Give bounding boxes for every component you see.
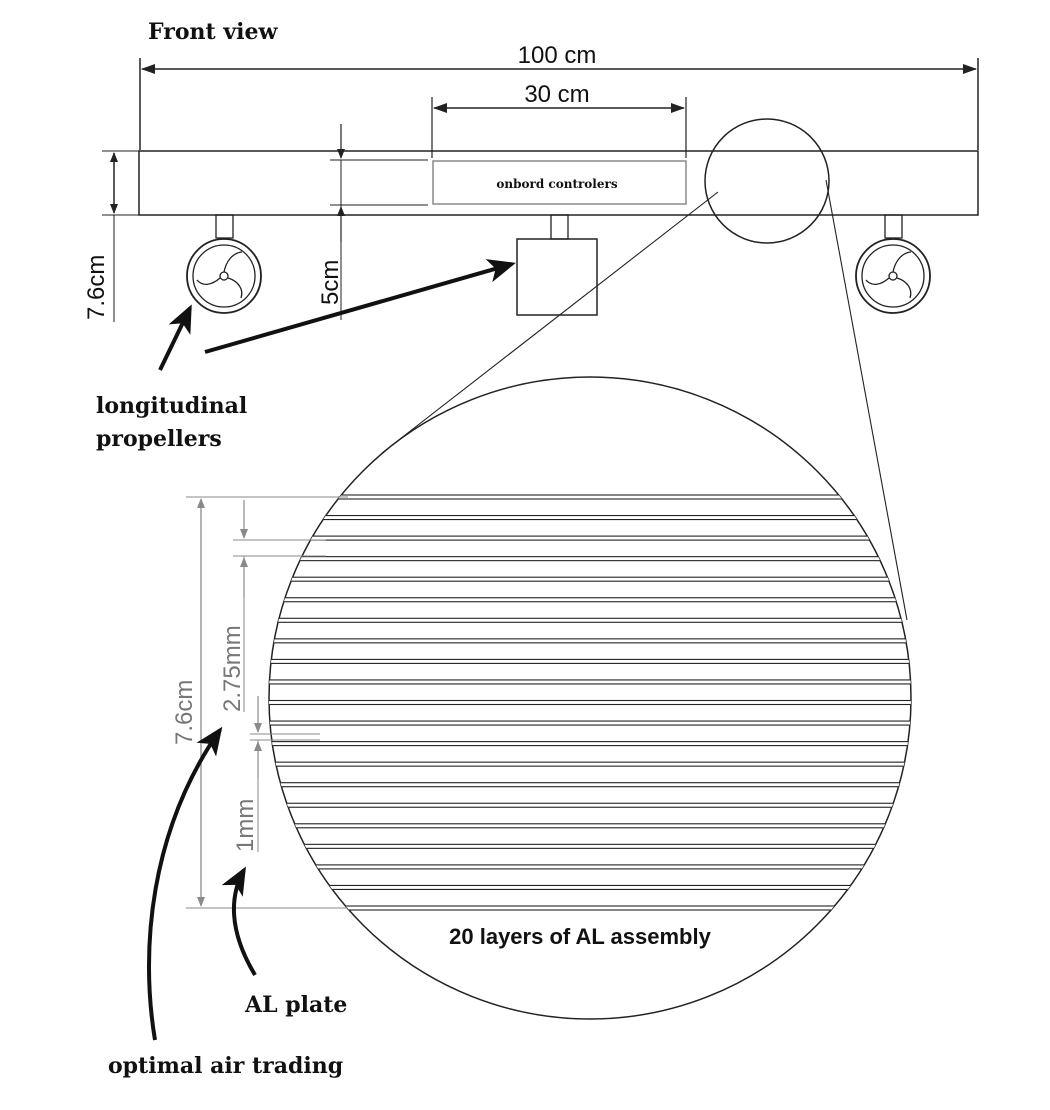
al-plate-layer [269,494,911,500]
al-plate-layer [269,905,911,911]
beam-height-label: 7.6cm [83,255,110,320]
propeller-center-icon [516,214,598,316]
al-plate-layer [269,658,911,664]
detail-dimension-gap: 2.75mm [219,500,326,712]
propellers-label-line2: propellers [96,426,222,452]
diagram-title: Front view [148,19,278,45]
onboard-controllers-box: onbord controlers [432,160,687,205]
al-plate-layer [269,576,911,582]
al-plate-layer [269,679,911,685]
al-plate-layer [269,720,911,726]
al-plate-layer [269,761,911,767]
bottom-callout-arrows [146,726,257,1041]
al-plate-layer [269,556,911,562]
al-plate-layer [269,823,911,829]
al-plate-layer [269,864,911,870]
dimension-total-length: 100 cm [139,42,979,150]
propeller-left-icon [186,214,262,314]
al-plate-label: AL plate [244,992,347,1018]
dimension-beam-height: 7.6cm [83,150,139,322]
al-plate-layer [269,843,911,849]
dimension-controller-length: 30 cm [431,81,687,158]
air-gap-label: optimal air trading [108,1053,343,1079]
gap-label: 2.75mm [219,625,246,712]
onboard-controllers-label: onbord controlers [496,177,617,191]
al-plate-layer [269,514,911,521]
detail-dimension-plate: 1mm [232,696,320,852]
detail-dimension-stack: 7.6cm [171,496,348,909]
al-plate-layer [269,535,911,541]
propeller-callout-arrows [158,259,516,371]
propeller-right-icon [855,214,931,314]
al-plate-layer [269,597,911,603]
stack-height-label: 7.6cm [171,680,198,745]
al-plate-layer [269,638,911,644]
al-plate-layer [269,617,911,623]
propellers-label-line1: longitudinal [96,393,247,419]
plate-label: 1mm [232,799,259,852]
controller-length-label: 30 cm [524,81,589,108]
al-plate-layer [269,782,911,788]
dimension-controller-offset: 5cm [317,124,428,320]
al-plate-layer [269,802,911,808]
al-layers [269,494,911,911]
zoom-callout [381,118,908,621]
al-plate-layer [269,741,911,747]
total-length-label: 100 cm [518,42,597,69]
al-plate-layer [269,699,911,706]
al-plate-layer [269,884,911,891]
detail-circle [268,376,912,1020]
controller-offset-label: 5cm [317,260,344,305]
assembly-label: 20 layers of AL assembly [449,924,711,949]
